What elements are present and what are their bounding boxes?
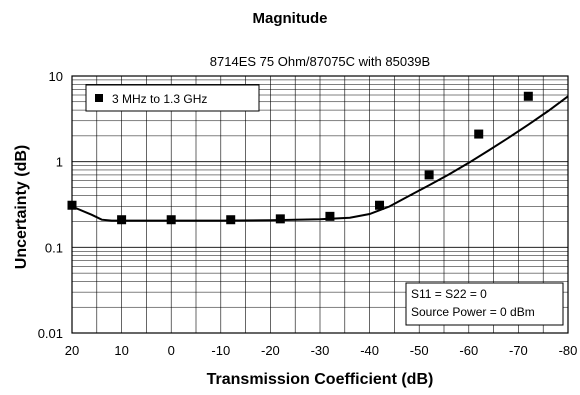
- legend-label: 3 MHz to 1.3 GHz: [112, 92, 207, 106]
- data-marker: [166, 215, 176, 225]
- legend-box: [85, 84, 260, 112]
- x-tick-label: -30: [311, 343, 330, 358]
- y-tick-label: 1: [56, 155, 63, 170]
- data-marker: [67, 200, 77, 210]
- annotation-line: S11 = S22 = 0: [411, 287, 487, 301]
- x-tick-label: 0: [168, 343, 175, 358]
- x-tick-label: -70: [509, 343, 528, 358]
- data-marker: [523, 91, 533, 101]
- x-tick-label: -40: [360, 343, 379, 358]
- data-marker: [375, 200, 385, 210]
- annotation-line: Source Power = 0 dBm: [411, 305, 535, 319]
- legend-marker: [95, 94, 103, 102]
- x-tick-label: -20: [261, 343, 280, 358]
- x-tick-label: -80: [559, 343, 578, 358]
- x-tick-label: -10: [211, 343, 230, 358]
- y-tick-label: 10: [49, 69, 63, 84]
- data-marker: [117, 215, 127, 225]
- x-tick-label: -60: [459, 343, 478, 358]
- x-axis-label: Transmission Coefficient (dB): [206, 371, 434, 388]
- data-marker: [325, 211, 335, 221]
- data-marker: [474, 129, 484, 139]
- x-tick-label: -50: [410, 343, 429, 358]
- data-marker: [424, 170, 434, 180]
- plot-subtitle: 8714ES 75 Ohm/87075C with 85039B: [209, 54, 431, 69]
- series-line: [71, 95, 569, 222]
- y-tick-label: 0.1: [45, 240, 63, 255]
- data-marker: [275, 214, 285, 224]
- x-tick-label: 20: [65, 343, 79, 358]
- data-marker: [226, 215, 236, 225]
- figure-title: Magnitude: [252, 10, 328, 27]
- y-tick-label: 0.01: [38, 326, 63, 341]
- annotation-box: [405, 282, 564, 326]
- x-tick-label: 10: [114, 343, 128, 358]
